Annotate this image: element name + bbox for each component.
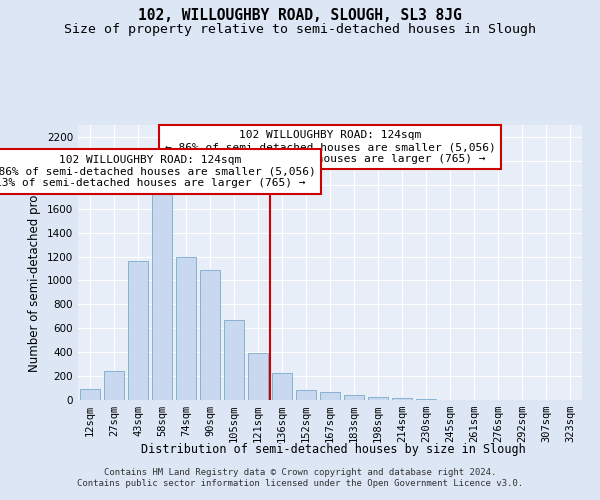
Bar bbox=[176, 256, 196, 400]
Bar bbox=[80, 388, 100, 400]
Text: Size of property relative to semi-detached houses in Slough: Size of property relative to semi-detach… bbox=[64, 22, 536, 36]
Bar bbox=[296, 390, 316, 400]
Bar bbox=[392, 398, 412, 400]
Y-axis label: Number of semi-detached properties: Number of semi-detached properties bbox=[28, 153, 41, 372]
Text: 102 WILLOUGHBY ROAD: 124sqm
← 86% of semi-detached houses are smaller (5,056)
13: 102 WILLOUGHBY ROAD: 124sqm ← 86% of sem… bbox=[164, 130, 496, 164]
Bar bbox=[344, 395, 364, 400]
Bar bbox=[152, 188, 172, 400]
Bar bbox=[320, 392, 340, 400]
Bar bbox=[104, 370, 124, 400]
Text: 102, WILLOUGHBY ROAD, SLOUGH, SL3 8JG: 102, WILLOUGHBY ROAD, SLOUGH, SL3 8JG bbox=[138, 8, 462, 22]
Text: 102 WILLOUGHBY ROAD: 124sqm
← 86% of semi-detached houses are smaller (5,056)
13: 102 WILLOUGHBY ROAD: 124sqm ← 86% of sem… bbox=[0, 155, 316, 188]
Text: Contains HM Land Registry data © Crown copyright and database right 2024.
Contai: Contains HM Land Registry data © Crown c… bbox=[77, 468, 523, 487]
Bar bbox=[224, 320, 244, 400]
Bar bbox=[248, 354, 268, 400]
Bar bbox=[272, 373, 292, 400]
Bar bbox=[128, 262, 148, 400]
Text: Distribution of semi-detached houses by size in Slough: Distribution of semi-detached houses by … bbox=[140, 442, 526, 456]
Bar bbox=[368, 397, 388, 400]
Bar bbox=[200, 270, 220, 400]
